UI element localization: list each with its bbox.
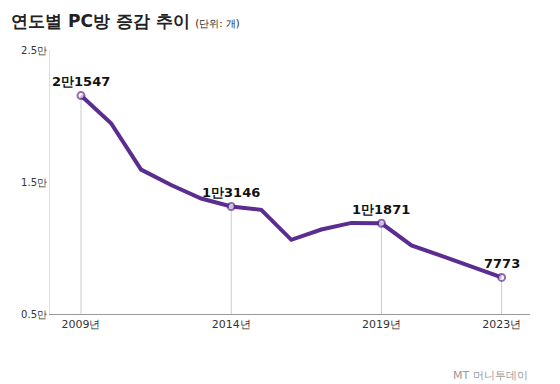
svg-text:2019년: 2019년 bbox=[362, 318, 401, 331]
svg-text:1만3146: 1만3146 bbox=[202, 185, 260, 200]
svg-text:2만1547: 2만1547 bbox=[52, 74, 110, 89]
svg-text:MT 머니투데이: MT 머니투데이 bbox=[453, 369, 528, 382]
svg-text:7773: 7773 bbox=[484, 256, 520, 271]
svg-text:2014년: 2014년 bbox=[212, 318, 251, 331]
svg-text:2023년: 2023년 bbox=[482, 318, 521, 331]
svg-text:연도별 PC방 증감 추이 (단위: 개): 연도별 PC방 증감 추이 (단위: 개) bbox=[11, 11, 240, 31]
svg-text:1만1871: 1만1871 bbox=[352, 202, 410, 217]
svg-text:0.5만: 0.5만 bbox=[21, 309, 47, 320]
svg-text:2.5만: 2.5만 bbox=[21, 45, 47, 56]
svg-text:2009년: 2009년 bbox=[62, 318, 101, 331]
svg-text:1.5만: 1.5만 bbox=[21, 177, 47, 188]
